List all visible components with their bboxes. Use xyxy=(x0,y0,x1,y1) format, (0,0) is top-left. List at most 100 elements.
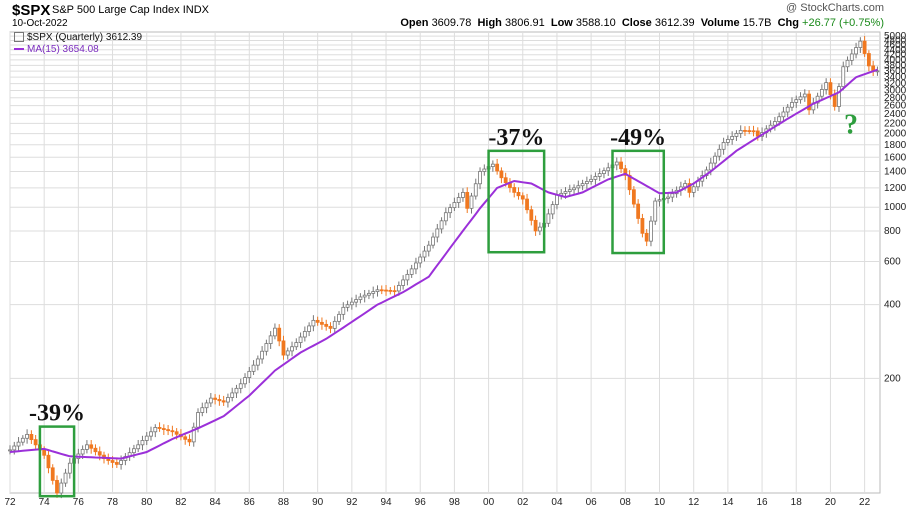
candle-body xyxy=(790,102,794,108)
y-tick-label: 600 xyxy=(884,257,901,268)
candle-body xyxy=(649,220,653,242)
candle-body xyxy=(824,82,829,90)
candle-body xyxy=(166,429,171,432)
candle-body xyxy=(473,183,478,197)
candle-body xyxy=(730,136,735,140)
candle-body xyxy=(183,436,188,440)
x-tick-label: 76 xyxy=(73,497,85,508)
candle-body xyxy=(580,183,585,187)
x-tick-label: 18 xyxy=(791,497,803,508)
candle-body xyxy=(33,439,38,446)
candle-body xyxy=(132,448,136,454)
candle-body xyxy=(281,340,286,356)
y-tick-label: 800 xyxy=(884,226,901,237)
y-tick-label: 3200 xyxy=(884,79,907,90)
candle-body xyxy=(320,321,324,325)
candle-body xyxy=(80,449,85,455)
candle-body xyxy=(875,70,880,73)
drawdown-box xyxy=(487,149,546,254)
candle-body xyxy=(264,343,269,352)
candle-body xyxy=(268,335,273,344)
candle-body xyxy=(294,342,299,348)
candle-body xyxy=(341,306,346,315)
candle-body xyxy=(97,451,102,456)
y-tick-label: 1800 xyxy=(884,140,907,151)
candle-body xyxy=(495,163,500,172)
x-tick-label: 16 xyxy=(757,497,769,508)
ma-line xyxy=(9,68,878,460)
x-tick-label: 08 xyxy=(620,497,632,508)
x-tick-label: 02 xyxy=(517,497,529,508)
candle-body xyxy=(858,40,863,48)
drawdown-box xyxy=(38,425,76,498)
candle-body xyxy=(196,412,200,428)
candle-body xyxy=(401,279,406,286)
candle-body xyxy=(405,273,410,281)
candle-body xyxy=(439,220,444,230)
candle-body xyxy=(794,99,799,103)
y-tick-label: 200 xyxy=(884,373,901,384)
candle-body xyxy=(315,319,320,323)
candle-body xyxy=(576,185,581,189)
candle-body xyxy=(375,289,380,292)
chg-label: Chg xyxy=(777,17,799,29)
candle-body xyxy=(743,130,747,132)
candle-body xyxy=(311,319,316,327)
candle-body xyxy=(85,444,89,450)
chart-header: $SPX S&P 500 Large Cap Index INDX 10-Oct… xyxy=(0,0,914,30)
x-tick-label: 84 xyxy=(210,497,222,508)
candle-body xyxy=(358,296,363,300)
candle-body xyxy=(414,262,418,270)
candle-body xyxy=(443,212,448,222)
x-tick-label: 22 xyxy=(859,497,871,508)
candle-body xyxy=(307,325,312,332)
candle-body xyxy=(302,331,307,338)
candle-body xyxy=(362,294,367,298)
candle-body xyxy=(555,194,559,205)
plot-frame xyxy=(9,31,881,494)
candle-body xyxy=(328,325,333,329)
candle-body xyxy=(144,435,149,441)
candle-body xyxy=(213,397,218,400)
drawdown-label: -49% xyxy=(610,125,666,151)
open-label: Open xyxy=(400,17,429,29)
candle-body xyxy=(187,438,192,443)
candle-body xyxy=(478,171,482,185)
ma-swatch-icon xyxy=(14,48,24,51)
candle-body xyxy=(396,285,401,292)
candle-body xyxy=(435,228,440,238)
candle-body xyxy=(589,178,594,182)
candle-body xyxy=(161,428,166,430)
candle-body xyxy=(640,218,645,234)
y-tick-label: 3000 xyxy=(884,85,907,96)
x-tick-label: 72 xyxy=(4,497,16,508)
candle-body xyxy=(149,431,153,437)
candle-body xyxy=(238,383,243,389)
candle-body xyxy=(448,207,453,214)
candle-body xyxy=(221,400,226,403)
y-tick-label: 1000 xyxy=(884,202,907,213)
candle-body xyxy=(849,53,854,61)
y-tick-label: 3600 xyxy=(884,66,907,77)
candle-body xyxy=(798,96,803,101)
candle-body xyxy=(217,399,222,402)
candle-body xyxy=(499,170,504,179)
x-tick-label: 78 xyxy=(107,497,119,508)
candle-body xyxy=(781,111,786,118)
candle-body xyxy=(55,480,59,494)
candle-body xyxy=(20,437,25,443)
candle-body xyxy=(666,196,670,199)
y-tick-label: 4200 xyxy=(884,50,907,61)
candle-body xyxy=(431,236,435,246)
x-tick-label: 74 xyxy=(39,497,51,508)
x-tick-label: 86 xyxy=(244,497,256,508)
x-tick-label: 90 xyxy=(312,497,324,508)
x-tick-label: 96 xyxy=(415,497,427,508)
y-tick-label: 400 xyxy=(884,300,901,311)
y-tick-label: 2400 xyxy=(884,109,907,120)
candle-body xyxy=(777,116,782,122)
legend-ma: MA(15) 3654.08 xyxy=(14,44,142,56)
candle-body xyxy=(247,370,252,378)
legend-ma-text: MA(15) 3654.08 xyxy=(27,44,99,55)
candle-body xyxy=(456,197,461,203)
